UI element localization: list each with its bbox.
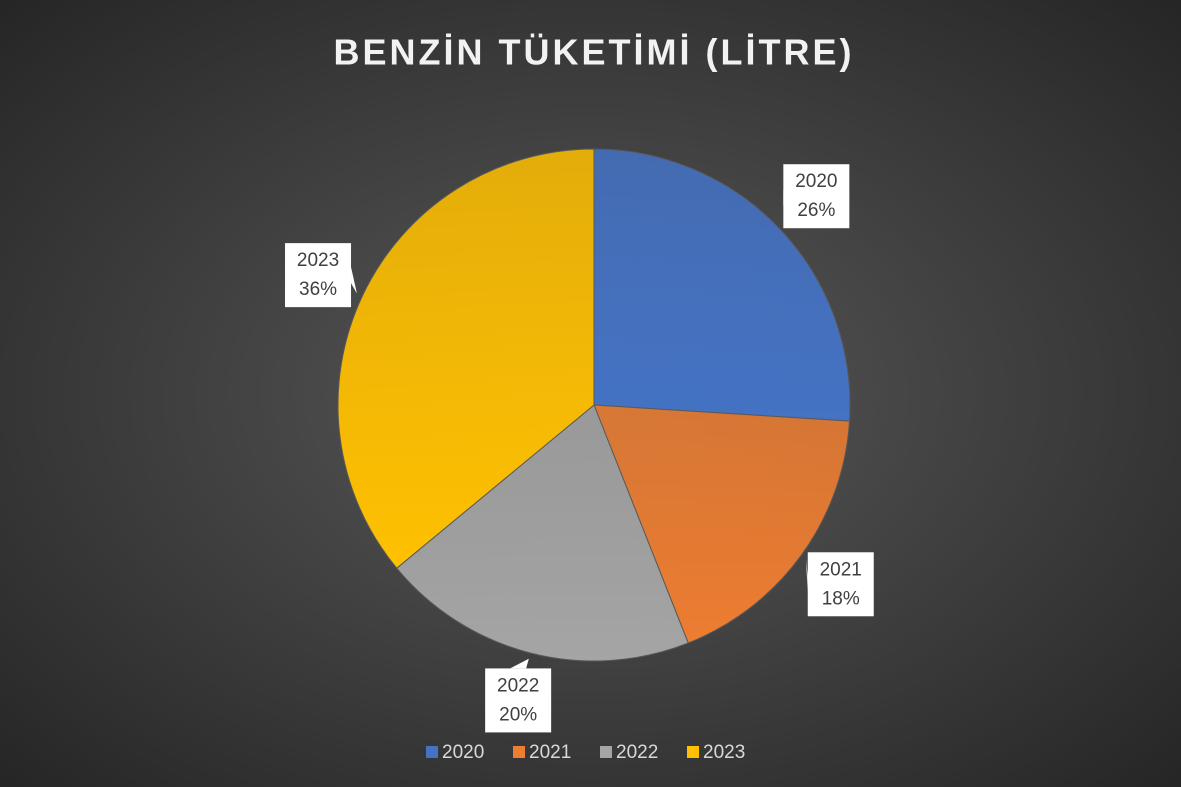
pie-slice [593,148,851,422]
chart-title: BENZİN TÜKETİMİ (LİTRE) [334,32,855,73]
pie-slice [337,148,595,569]
legend-swatch [426,746,438,758]
callout-pointer [351,267,357,294]
data-label: 18% [822,588,860,609]
legend-label: 2022 [616,742,658,763]
legend-swatch [513,746,525,758]
data-label-category: 2022 [497,675,539,696]
legend-label: 2021 [529,742,571,763]
data-label-category: 2021 [820,559,862,580]
callout-pointer [510,658,529,669]
pie-slice [593,404,851,644]
legend-label: 2023 [703,742,745,763]
data-label: 36% [299,279,337,300]
legend-swatch [687,746,699,758]
pie-slice [396,404,689,662]
data-label-category: 2023 [297,250,339,271]
data-label-category: 2020 [795,171,837,192]
data-label-box [807,552,874,617]
data-label: 20% [499,704,537,725]
data-label-box [485,668,552,733]
data-label: 26% [797,200,835,221]
callout-pointer [805,558,808,593]
legend-label: 2020 [442,742,484,763]
data-label-box [285,243,352,308]
legend-swatch [600,746,612,758]
data-label-box [783,164,850,229]
